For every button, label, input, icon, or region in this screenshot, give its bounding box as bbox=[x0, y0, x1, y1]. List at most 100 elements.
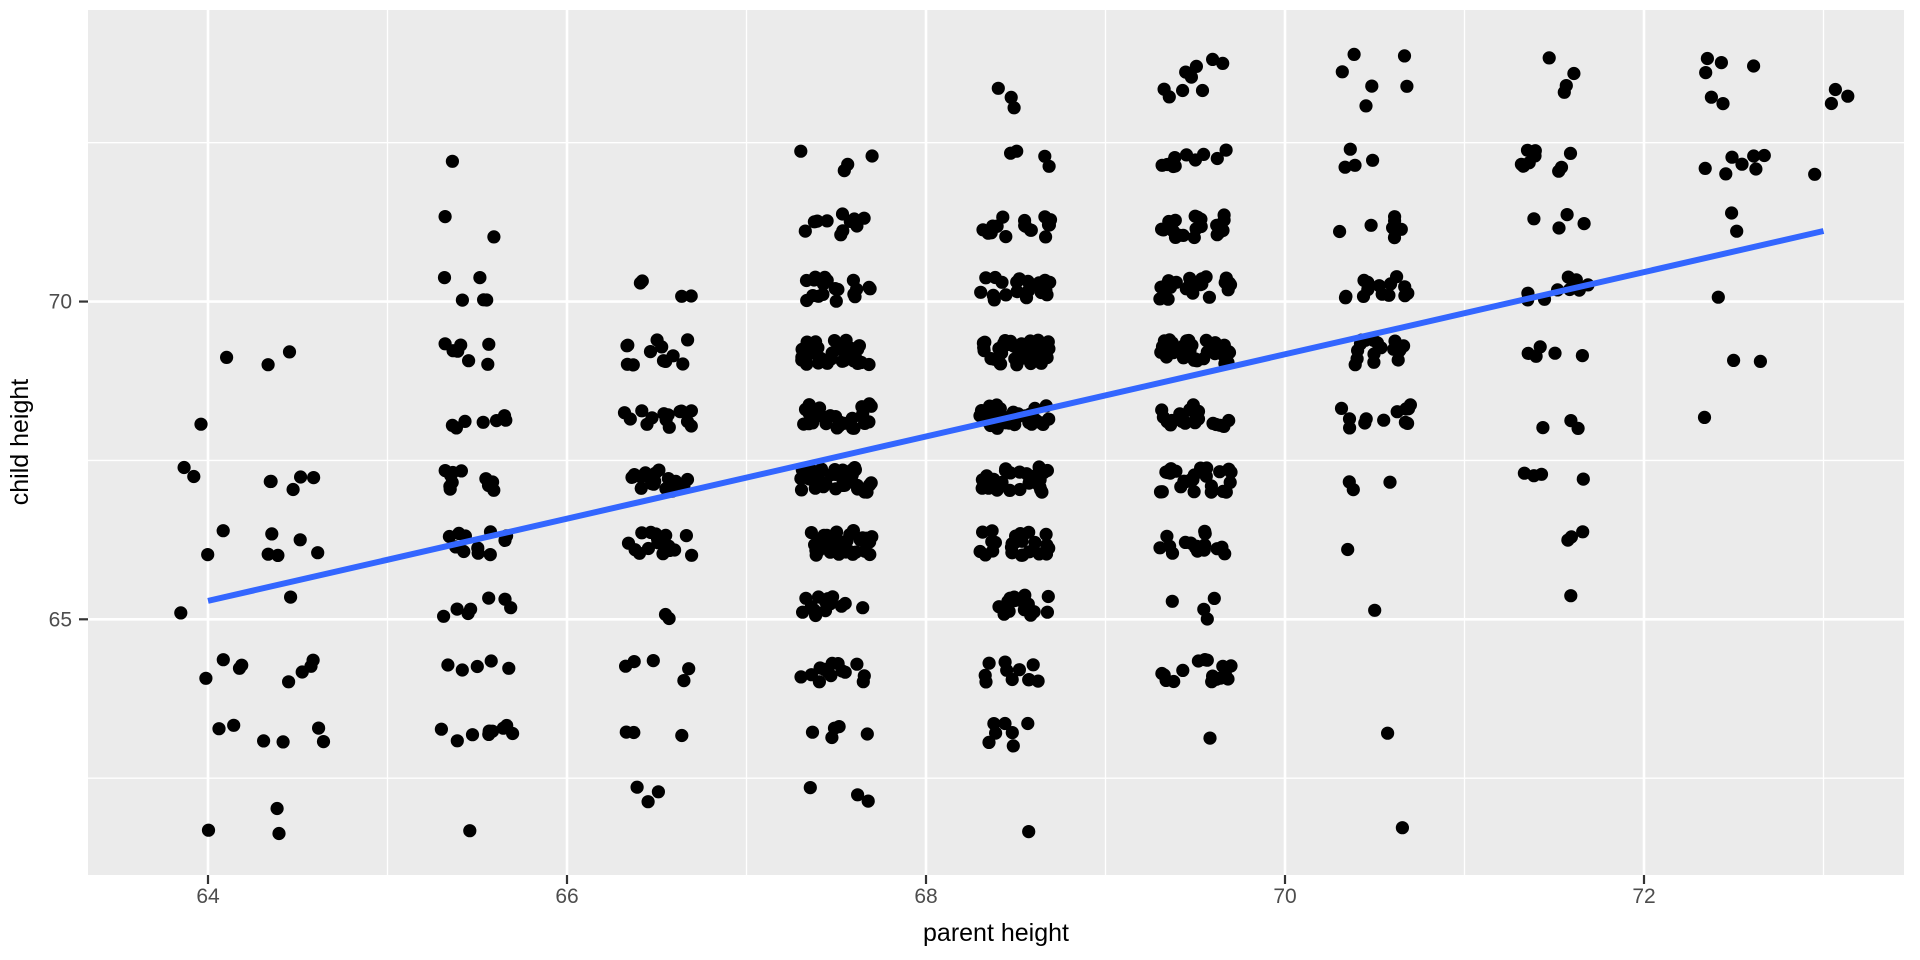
data-point bbox=[645, 411, 659, 425]
data-point bbox=[821, 592, 835, 606]
data-point bbox=[462, 354, 476, 368]
data-point bbox=[438, 464, 452, 478]
data-point bbox=[820, 214, 834, 228]
data-point bbox=[1189, 59, 1203, 73]
data-point bbox=[799, 352, 813, 366]
data-point bbox=[862, 533, 876, 547]
data-point bbox=[1164, 462, 1178, 476]
data-point bbox=[293, 533, 307, 547]
data-point bbox=[804, 526, 819, 540]
data-point bbox=[1168, 159, 1182, 173]
data-point bbox=[666, 349, 680, 363]
data-point bbox=[802, 417, 816, 431]
data-point bbox=[860, 727, 874, 741]
data-point bbox=[1012, 663, 1026, 677]
data-point bbox=[1161, 292, 1175, 306]
data-point bbox=[1338, 291, 1353, 305]
data-point bbox=[1757, 148, 1771, 163]
data-point bbox=[1350, 352, 1364, 366]
data-point bbox=[1338, 160, 1352, 174]
data-point bbox=[1343, 142, 1357, 156]
data-point bbox=[677, 674, 691, 688]
data-point bbox=[1521, 346, 1535, 360]
data-point bbox=[982, 735, 996, 750]
data-point bbox=[257, 734, 271, 748]
data-point bbox=[1191, 404, 1206, 418]
data-point bbox=[863, 282, 877, 296]
data-point bbox=[1207, 591, 1221, 606]
data-point bbox=[1719, 167, 1733, 181]
data-point bbox=[835, 664, 849, 678]
data-point bbox=[1375, 287, 1389, 301]
data-point bbox=[1197, 543, 1211, 557]
data-point bbox=[187, 469, 201, 484]
data-point bbox=[1166, 346, 1181, 360]
data-point bbox=[1401, 402, 1416, 416]
data-point bbox=[1808, 167, 1822, 181]
data-point bbox=[1387, 231, 1402, 245]
data-point bbox=[1841, 89, 1855, 103]
data-point bbox=[216, 653, 230, 667]
data-point bbox=[1367, 355, 1381, 369]
data-point bbox=[974, 285, 988, 299]
data-point bbox=[1165, 336, 1179, 350]
data-point bbox=[437, 271, 452, 285]
data-point bbox=[1395, 821, 1409, 835]
data-point bbox=[470, 659, 484, 674]
data-point bbox=[458, 414, 472, 428]
data-point bbox=[1571, 421, 1585, 435]
data-point bbox=[684, 289, 698, 303]
data-point bbox=[1160, 529, 1174, 543]
data-point bbox=[438, 210, 452, 224]
data-point bbox=[1019, 219, 1033, 233]
data-point bbox=[1698, 161, 1712, 175]
data-point bbox=[999, 230, 1013, 244]
data-point bbox=[655, 340, 669, 354]
data-point bbox=[1195, 83, 1210, 98]
data-point bbox=[455, 293, 469, 307]
y-axis-title: child height bbox=[6, 379, 34, 506]
data-point bbox=[977, 341, 991, 355]
data-point bbox=[627, 725, 641, 740]
data-point bbox=[1552, 221, 1566, 235]
data-point bbox=[177, 460, 191, 475]
data-point bbox=[1576, 472, 1590, 486]
y-tick-label: 70 bbox=[49, 291, 72, 314]
data-point bbox=[973, 544, 987, 559]
data-point bbox=[1037, 466, 1051, 480]
data-point bbox=[1021, 284, 1035, 298]
data-point bbox=[802, 472, 817, 486]
data-point bbox=[681, 333, 695, 347]
data-point bbox=[1704, 90, 1718, 104]
data-point bbox=[216, 524, 230, 538]
data-point bbox=[841, 157, 855, 171]
data-point bbox=[1749, 162, 1763, 176]
data-point bbox=[851, 788, 865, 802]
data-point bbox=[1210, 151, 1224, 166]
data-point bbox=[235, 658, 249, 672]
data-point bbox=[465, 728, 480, 742]
data-point bbox=[685, 548, 699, 562]
data-point bbox=[648, 474, 662, 488]
data-point bbox=[441, 658, 455, 672]
data-point bbox=[682, 662, 696, 676]
data-point bbox=[1178, 416, 1192, 430]
data-point bbox=[799, 591, 813, 605]
data-point bbox=[843, 528, 857, 542]
data-point bbox=[845, 411, 859, 425]
data-point bbox=[261, 547, 275, 561]
data-point bbox=[482, 591, 496, 605]
data-point bbox=[272, 826, 286, 841]
data-point bbox=[498, 533, 512, 548]
data-point bbox=[1039, 230, 1053, 244]
data-point bbox=[1700, 51, 1714, 66]
data-point bbox=[1747, 149, 1761, 163]
data-point bbox=[1157, 82, 1171, 96]
data-point bbox=[199, 671, 213, 685]
data-point bbox=[1341, 542, 1355, 557]
data-point bbox=[1021, 274, 1035, 288]
data-point bbox=[992, 341, 1006, 356]
data-point bbox=[857, 211, 871, 225]
data-point bbox=[1017, 603, 1031, 617]
data-point bbox=[634, 481, 648, 495]
